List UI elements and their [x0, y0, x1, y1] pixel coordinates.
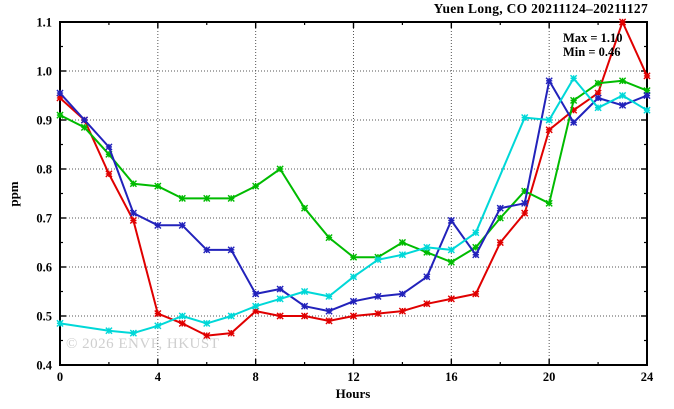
x-tick-label: 4	[155, 370, 162, 384]
series-blue-markers	[56, 77, 651, 315]
x-tick-label: 20	[543, 370, 556, 384]
y-tick-label: 0.9	[36, 114, 52, 128]
series-red-markers	[56, 18, 651, 340]
y-tick-label: 1.1	[36, 16, 52, 30]
x-tick-label: 24	[641, 370, 654, 384]
y-axis-title: ppm	[6, 181, 21, 207]
y-tick-label: 0.7	[36, 212, 52, 226]
x-tick-label: 12	[347, 370, 360, 384]
series-green-line	[59, 79, 648, 264]
stats-legend: Max = 1.10 Min = 0.46	[563, 31, 623, 59]
x-tick-label: 0	[57, 370, 63, 384]
y-tick-label: 0.8	[36, 163, 52, 177]
max-stat-label: Max = 1.10	[563, 31, 623, 45]
watermark: © 2026 ENVF, HKUST	[66, 336, 220, 352]
y-tick-label: 1.0	[36, 65, 52, 79]
y-tick-label: 0.4	[36, 359, 52, 373]
min-stat-label: Min = 0.46	[563, 45, 621, 59]
x-axis-title: Hours	[335, 386, 371, 401]
y-tick-label: 0.6	[36, 261, 52, 275]
y-tick-label: 0.5	[36, 310, 52, 324]
chart-title: Yuen Long, CO 20211124–20211127	[433, 1, 648, 16]
x-tick-label: 16	[445, 370, 458, 384]
series-cyan-markers	[56, 74, 651, 337]
series-green-markers	[56, 77, 651, 266]
x-tick-label: 8	[253, 370, 259, 384]
